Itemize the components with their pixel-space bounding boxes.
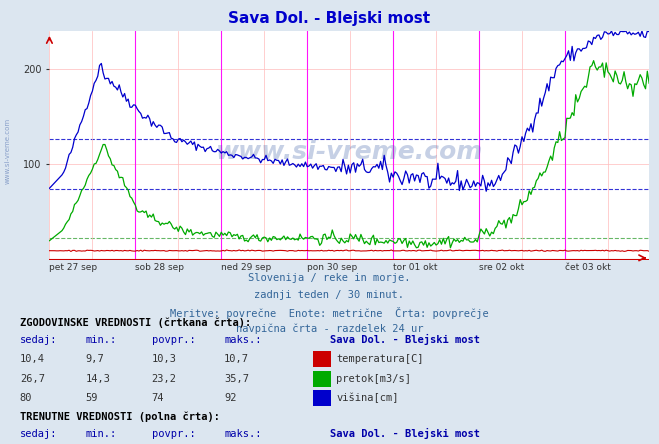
Text: povpr.:: povpr.:	[152, 428, 195, 439]
Text: 10,7: 10,7	[224, 354, 249, 364]
Text: 35,7: 35,7	[224, 374, 249, 384]
Text: 59: 59	[86, 393, 98, 403]
Text: zadnji teden / 30 minut.: zadnji teden / 30 minut.	[254, 290, 405, 300]
Text: Slovenija / reke in morje.: Slovenija / reke in morje.	[248, 273, 411, 283]
Text: ZGODOVINSKE VREDNOSTI (črtkana črta):: ZGODOVINSKE VREDNOSTI (črtkana črta):	[20, 317, 251, 328]
Bar	[313, 371, 331, 387]
Text: min.:: min.:	[86, 428, 117, 439]
Text: Sava Dol. - Blejski most: Sava Dol. - Blejski most	[330, 333, 480, 345]
Text: temperatura[C]: temperatura[C]	[336, 354, 424, 364]
Text: Sava Dol. - Blejski most: Sava Dol. - Blejski most	[330, 428, 480, 439]
Text: sedaj:: sedaj:	[20, 335, 57, 345]
Text: sre 02 okt: sre 02 okt	[479, 263, 525, 272]
Text: Meritve: povrečne  Enote: metrične  Črta: povprečje: Meritve: povrečne Enote: metrične Črta: …	[170, 307, 489, 319]
Text: 23,2: 23,2	[152, 374, 177, 384]
Text: 10,3: 10,3	[152, 354, 177, 364]
Text: pretok[m3/s]: pretok[m3/s]	[336, 374, 411, 384]
Text: ned 29 sep: ned 29 sep	[221, 263, 272, 272]
Text: TRENUTNE VREDNOSTI (polna črta):: TRENUTNE VREDNOSTI (polna črta):	[20, 411, 219, 422]
Text: sedaj:: sedaj:	[20, 428, 57, 439]
Text: 92: 92	[224, 393, 237, 403]
Text: 74: 74	[152, 393, 164, 403]
Text: 26,7: 26,7	[20, 374, 45, 384]
Bar	[313, 351, 331, 367]
Text: 14,3: 14,3	[86, 374, 111, 384]
Text: pet 27 sep: pet 27 sep	[49, 263, 98, 272]
Text: 10,4: 10,4	[20, 354, 45, 364]
Text: višina[cm]: višina[cm]	[336, 393, 399, 403]
Text: 9,7: 9,7	[86, 354, 104, 364]
Text: tor 01 okt: tor 01 okt	[393, 263, 438, 272]
Text: Sava Dol. - Blejski most: Sava Dol. - Blejski most	[229, 11, 430, 26]
Text: maks.:: maks.:	[224, 428, 262, 439]
Text: pon 30 sep: pon 30 sep	[307, 263, 357, 272]
Text: maks.:: maks.:	[224, 335, 262, 345]
Text: čet 03 okt: čet 03 okt	[565, 263, 611, 272]
Text: www.si-vreme.com: www.si-vreme.com	[215, 140, 483, 164]
Text: www.si-vreme.com: www.si-vreme.com	[5, 118, 11, 184]
Text: navpična črta - razdelek 24 ur: navpična črta - razdelek 24 ur	[236, 324, 423, 334]
Text: povpr.:: povpr.:	[152, 335, 195, 345]
Text: min.:: min.:	[86, 335, 117, 345]
Bar	[313, 390, 331, 406]
Text: 80: 80	[20, 393, 32, 403]
Text: sob 28 sep: sob 28 sep	[135, 263, 185, 272]
